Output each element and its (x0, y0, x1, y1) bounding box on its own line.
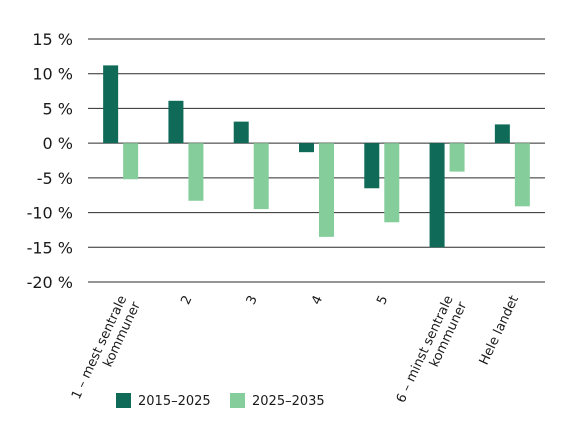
bar-series1-cat5 (364, 143, 380, 189)
x-category-label: 2 (178, 293, 195, 307)
y-axis-ticks: 15 % 10 % 5 % 0 % -5 % -10 % -15 % -20 % (27, 30, 73, 292)
x-category-label: 6 – minst sentralekommuner (394, 293, 471, 412)
legend: 2015–2025 2025–2035 (116, 393, 325, 409)
x-category-label: 5 (374, 293, 391, 307)
x-category-label-line: 5 (374, 293, 391, 307)
bar-series2-cat4 (319, 143, 334, 237)
bar-series1-cat2 (168, 100, 184, 144)
bar-series1-cat3 (233, 121, 249, 144)
gridlines (88, 38, 545, 283)
x-category-label-line: 4 (309, 293, 326, 307)
y-tick-label: 0 % (43, 134, 73, 153)
bar-series2-cat7 (514, 143, 530, 207)
x-category-label: 1 – mest sentralekommuner (69, 293, 144, 408)
bar-series2-cat3 (253, 143, 269, 210)
x-category-label: Hele landet (477, 293, 522, 367)
legend-swatch (116, 393, 131, 408)
y-tick-label: -5 % (37, 169, 73, 188)
bar-series1-cat4 (299, 143, 314, 153)
bars (103, 65, 530, 248)
bar-series1-cat6 (429, 143, 445, 248)
legend-label: 2025–2035 (252, 394, 325, 409)
y-tick-label: 10 % (32, 65, 73, 84)
bar-series2-cat5 (384, 143, 400, 223)
bar-series2-cat2 (188, 143, 204, 201)
y-tick-label: 15 % (32, 30, 73, 49)
bar-series2-cat6 (449, 143, 465, 172)
bar-series1-cat1 (103, 65, 119, 144)
x-category-label-line: 2 (178, 293, 195, 307)
legend-label: 2015–2025 (138, 394, 211, 409)
bar-series2-cat1 (123, 143, 139, 180)
y-tick-label: -20 % (27, 273, 73, 292)
legend-swatch (230, 393, 245, 408)
x-category-label: 4 (309, 293, 326, 307)
y-tick-label: -10 % (27, 204, 73, 223)
x-category-label: 3 (244, 293, 261, 307)
x-category-label-line: Hele landet (477, 293, 522, 367)
y-tick-label: 5 % (43, 99, 73, 118)
x-category-label-line: 3 (244, 293, 261, 307)
bar-series1-cat7 (494, 124, 510, 144)
y-tick-label: -15 % (27, 238, 73, 257)
